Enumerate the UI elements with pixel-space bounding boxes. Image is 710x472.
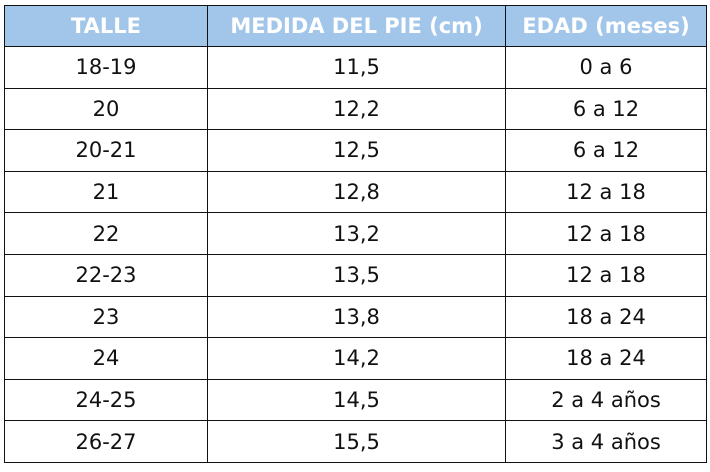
table-body: 18-19 11,5 0 a 6 20 12,2 6 a 12 20-21 12,5 6 a 1… — [4, 46, 707, 463]
table-cell: 0 a 6 — [505, 46, 707, 89]
table-row: 20 12,2 6 a 12 — [4, 87, 707, 131]
table-cell: 13,8 — [207, 295, 506, 339]
table-cell: 20 — [4, 87, 208, 131]
table-cell: 18-19 — [4, 46, 208, 89]
table-cell: 2 a 4 años — [505, 378, 707, 422]
table-cell: 13,5 — [207, 253, 506, 297]
table-row: 24 14,2 18 a 24 — [4, 337, 707, 380]
table-cell: 12 a 18 — [505, 170, 707, 214]
size-table: TALLE MEDIDA DEL PIE (cm) EDAD (meses) 18-… — [4, 5, 707, 463]
table-cell: 12,2 — [207, 87, 506, 131]
table-cell: 20-21 — [4, 129, 208, 172]
header-cell: TALLE — [4, 5, 208, 47]
table-cell: 24-25 — [4, 378, 208, 422]
table-cell: 13,2 — [207, 212, 506, 255]
table-cell: 12 a 18 — [505, 253, 707, 297]
table-row: 20-21 12,5 6 a 12 — [4, 129, 707, 172]
table-cell: 21 — [4, 170, 208, 214]
table-row: 21 12,8 12 a 18 — [4, 170, 707, 214]
table-cell: 23 — [4, 295, 208, 339]
table-cell: 24 — [4, 337, 208, 380]
header-row: TALLE MEDIDA DEL PIE (cm) EDAD (meses) — [4, 5, 707, 47]
table-row: 24-25 14,5 2 a 4 años — [4, 378, 707, 422]
table-cell: 12 a 18 — [505, 212, 707, 255]
table-row: 22-23 13,5 12 a 18 — [4, 253, 707, 297]
table-cell: 15,5 — [207, 420, 506, 463]
table-row: 26-27 15,5 3 a 4 años — [4, 420, 707, 463]
table-row: 18-19 11,5 0 a 6 — [4, 46, 707, 89]
table-cell: 14,2 — [207, 337, 506, 380]
table-row: 23 13,8 18 a 24 — [4, 295, 707, 339]
header-cell: MEDIDA DEL PIE (cm) — [207, 5, 506, 47]
table-cell: 22-23 — [4, 253, 208, 297]
table-cell: 12,8 — [207, 170, 506, 214]
header-cell: EDAD (meses) — [505, 5, 707, 47]
table-cell: 6 a 12 — [505, 129, 707, 172]
table-cell: 3 a 4 años — [505, 420, 707, 463]
table-cell: 26-27 — [4, 420, 208, 463]
table-cell: 6 a 12 — [505, 87, 707, 131]
table-cell: 12,5 — [207, 129, 506, 172]
table-cell: 22 — [4, 212, 208, 255]
table-cell: 11,5 — [207, 46, 506, 89]
table-row: 22 13,2 12 a 18 — [4, 212, 707, 255]
table-cell: 18 a 24 — [505, 295, 707, 339]
table-cell: 18 a 24 — [505, 337, 707, 380]
table-cell: 14,5 — [207, 378, 506, 422]
